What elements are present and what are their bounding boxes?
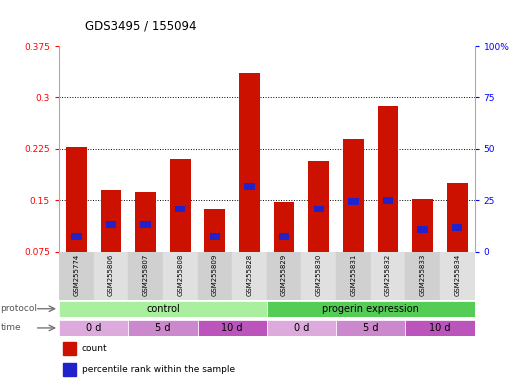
Bar bbox=[66, 147, 87, 252]
Text: GSM255831: GSM255831 bbox=[350, 254, 357, 296]
Bar bbox=[301, 252, 336, 300]
Text: 10 d: 10 d bbox=[222, 323, 243, 333]
Bar bbox=[452, 224, 462, 231]
Bar bbox=[170, 159, 191, 252]
Text: GSM255774: GSM255774 bbox=[73, 254, 80, 296]
Text: 0 d: 0 d bbox=[294, 323, 309, 333]
Bar bbox=[267, 320, 336, 336]
Text: GSM255806: GSM255806 bbox=[108, 254, 114, 296]
Bar bbox=[447, 183, 467, 252]
Bar bbox=[204, 209, 225, 252]
Bar bbox=[267, 301, 475, 317]
Bar bbox=[59, 320, 128, 336]
Bar bbox=[232, 252, 267, 300]
Text: GSM255809: GSM255809 bbox=[212, 254, 218, 296]
Bar bbox=[336, 252, 370, 300]
Text: GSM255828: GSM255828 bbox=[246, 254, 252, 296]
Bar bbox=[175, 206, 185, 212]
Bar bbox=[106, 221, 116, 228]
Text: 10 d: 10 d bbox=[429, 323, 450, 333]
Text: GSM255832: GSM255832 bbox=[385, 254, 391, 296]
Text: GSM255829: GSM255829 bbox=[281, 254, 287, 296]
Bar bbox=[141, 221, 151, 228]
Bar bbox=[378, 106, 398, 252]
Bar bbox=[210, 233, 220, 240]
Bar bbox=[405, 252, 440, 300]
Bar bbox=[440, 252, 475, 300]
Bar bbox=[412, 199, 433, 252]
Text: GSM255833: GSM255833 bbox=[420, 254, 426, 296]
Text: GSM255808: GSM255808 bbox=[177, 254, 183, 296]
Bar bbox=[63, 342, 75, 355]
Bar bbox=[418, 226, 428, 233]
Text: GSM255830: GSM255830 bbox=[315, 254, 322, 296]
Bar bbox=[128, 252, 163, 300]
Bar bbox=[59, 252, 93, 300]
Bar bbox=[244, 183, 254, 190]
Bar bbox=[163, 252, 198, 300]
Bar bbox=[308, 161, 329, 252]
Bar bbox=[135, 192, 156, 252]
Text: 5 d: 5 d bbox=[363, 323, 379, 333]
Bar bbox=[63, 363, 75, 376]
Bar bbox=[370, 252, 405, 300]
Text: GSM255807: GSM255807 bbox=[143, 254, 149, 296]
Bar bbox=[274, 202, 294, 252]
Bar bbox=[383, 197, 393, 204]
Text: control: control bbox=[146, 304, 180, 314]
Bar bbox=[336, 320, 405, 336]
Text: 5 d: 5 d bbox=[155, 323, 171, 333]
Bar bbox=[405, 320, 475, 336]
Bar bbox=[313, 206, 324, 212]
Bar bbox=[198, 252, 232, 300]
Bar bbox=[343, 139, 364, 252]
Bar bbox=[93, 252, 128, 300]
Text: time: time bbox=[1, 323, 21, 333]
Bar bbox=[348, 198, 359, 205]
Bar bbox=[101, 190, 121, 252]
Bar bbox=[59, 301, 267, 317]
Text: progerin expression: progerin expression bbox=[322, 304, 419, 314]
Text: 0 d: 0 d bbox=[86, 323, 101, 333]
Bar bbox=[279, 233, 289, 240]
Text: count: count bbox=[82, 344, 108, 353]
Text: protocol: protocol bbox=[1, 304, 37, 313]
Text: GDS3495 / 155094: GDS3495 / 155094 bbox=[85, 20, 196, 33]
Bar bbox=[71, 233, 82, 240]
Bar bbox=[198, 320, 267, 336]
Text: GSM255834: GSM255834 bbox=[454, 254, 460, 296]
Bar bbox=[267, 252, 301, 300]
Bar bbox=[128, 320, 198, 336]
Text: percentile rank within the sample: percentile rank within the sample bbox=[82, 365, 235, 374]
Bar bbox=[239, 73, 260, 252]
